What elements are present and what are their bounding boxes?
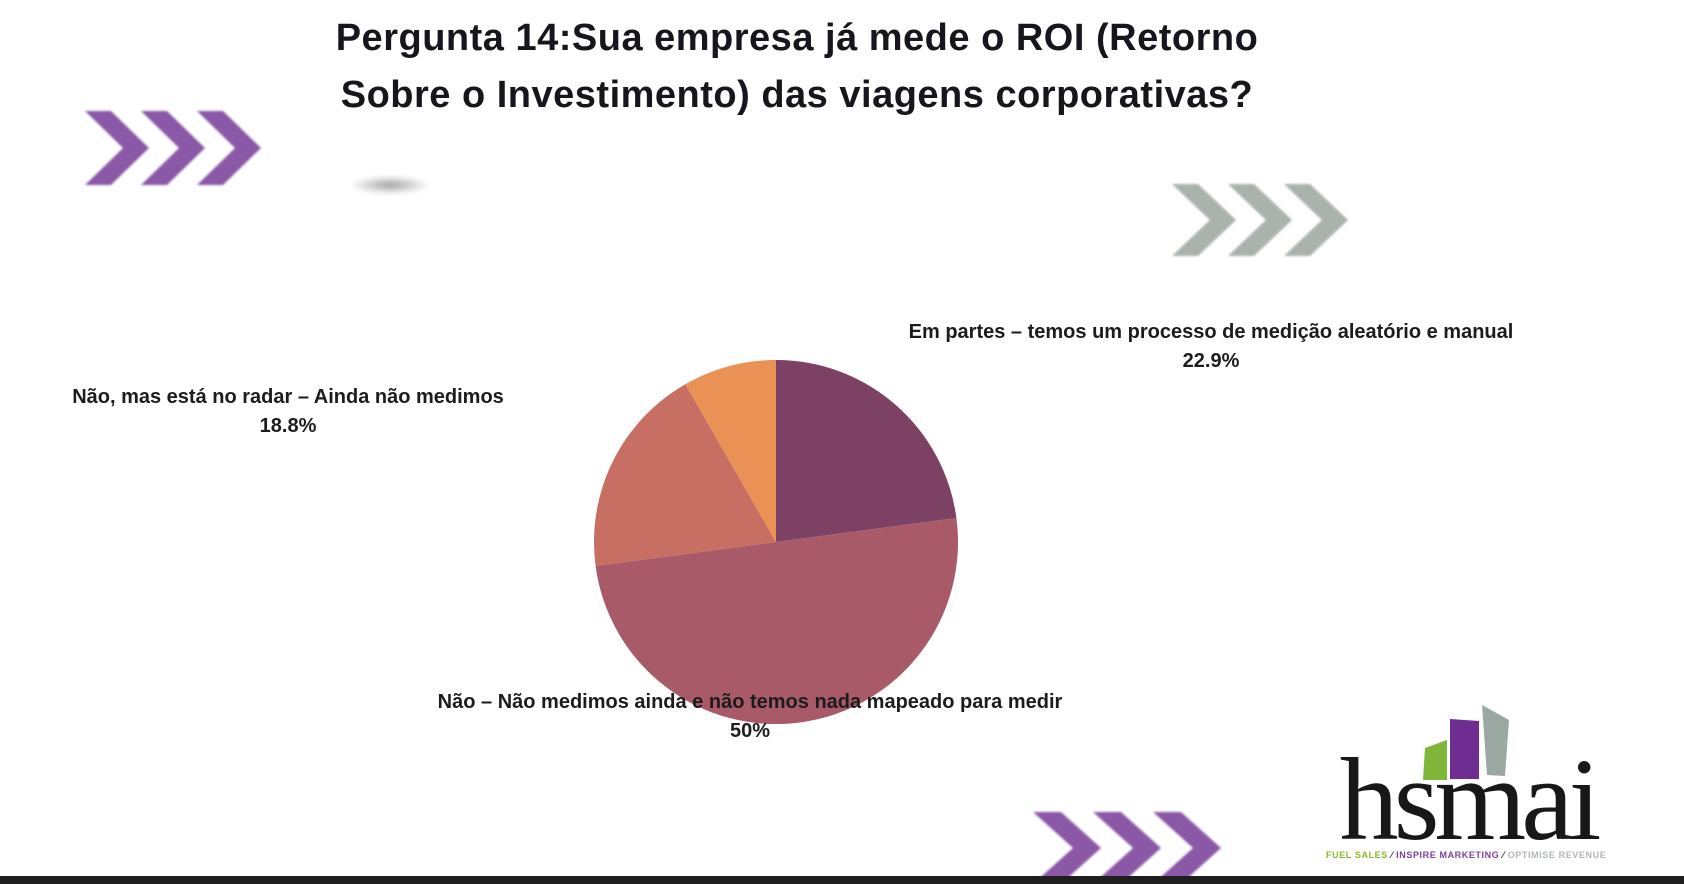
pie-label-nao-radar-text: Não, mas está no radar – Ainda não medim… bbox=[72, 386, 504, 408]
pie-slice-0 bbox=[776, 360, 957, 542]
pie-label-nao-medimos-pct: 50% bbox=[729, 720, 771, 742]
pie-label-nao-radar-pct: 18.8% bbox=[259, 415, 317, 437]
pie-slice-2 bbox=[593, 384, 776, 566]
bottom-border-bar bbox=[0, 876, 1684, 884]
page-title: Pergunta 14:Sua empresa já mede o ROI (R… bbox=[336, 10, 1259, 124]
gray-smudge-artifact bbox=[352, 176, 428, 194]
hsmai-wordmark: hsmai bbox=[1339, 734, 1602, 865]
pie-label-em-partes-text: Em partes – temos um processo de medição… bbox=[908, 321, 1514, 343]
page-title-line2: Sobre o Investimento) das viagens corpor… bbox=[340, 74, 1254, 116]
hsmai-logo-buildings-icon bbox=[1423, 705, 1509, 780]
pie-chart bbox=[593, 360, 959, 725]
tagline-inspire-marketing: INSPIRE MARKETING bbox=[1396, 850, 1500, 860]
pie-label-nao-radar: Não, mas está no radar – Ainda não medim… bbox=[28, 383, 548, 441]
chevron-arrows-purple-top-left-icon bbox=[85, 111, 261, 185]
chevron-arrows-gray-top-right-icon bbox=[1172, 184, 1348, 256]
tagline-fuel-sales: FUEL SALES bbox=[1326, 850, 1388, 860]
pie-label-em-partes-pct: 22.9% bbox=[1182, 350, 1240, 372]
pie-chart-svg bbox=[593, 360, 959, 725]
hsmai-tagline: FUEL SALES ⁄ INSPIRE MARKETING ⁄ OPTIMIS… bbox=[1326, 850, 1614, 860]
pie-slice-3 bbox=[685, 360, 776, 542]
tagline-optimise-revenue: OPTIMISE REVENUE bbox=[1507, 850, 1607, 860]
hsmai-logo: hsmai FUEL SALES ⁄ INSPIRE MARKETING ⁄ O… bbox=[1322, 698, 1622, 868]
page-title-line1: Pergunta 14:Sua empresa já mede o ROI (R… bbox=[335, 17, 1259, 59]
pie-label-nao-medimos-text: Não – Não medimos ainda e não temos nada… bbox=[437, 691, 1063, 713]
tagline-separator-1: ⁄ bbox=[1387, 850, 1397, 860]
pie-label-nao-medimos: Não – Não medimos ainda e não temos nada… bbox=[348, 688, 1152, 746]
tagline-separator-2: ⁄ bbox=[1499, 850, 1508, 860]
pie-label-em-partes: Em partes – temos um processo de medição… bbox=[858, 318, 1564, 376]
chevron-arrows-purple-bottom-right-icon bbox=[1033, 812, 1221, 884]
pie-slice-1 bbox=[595, 518, 959, 725]
